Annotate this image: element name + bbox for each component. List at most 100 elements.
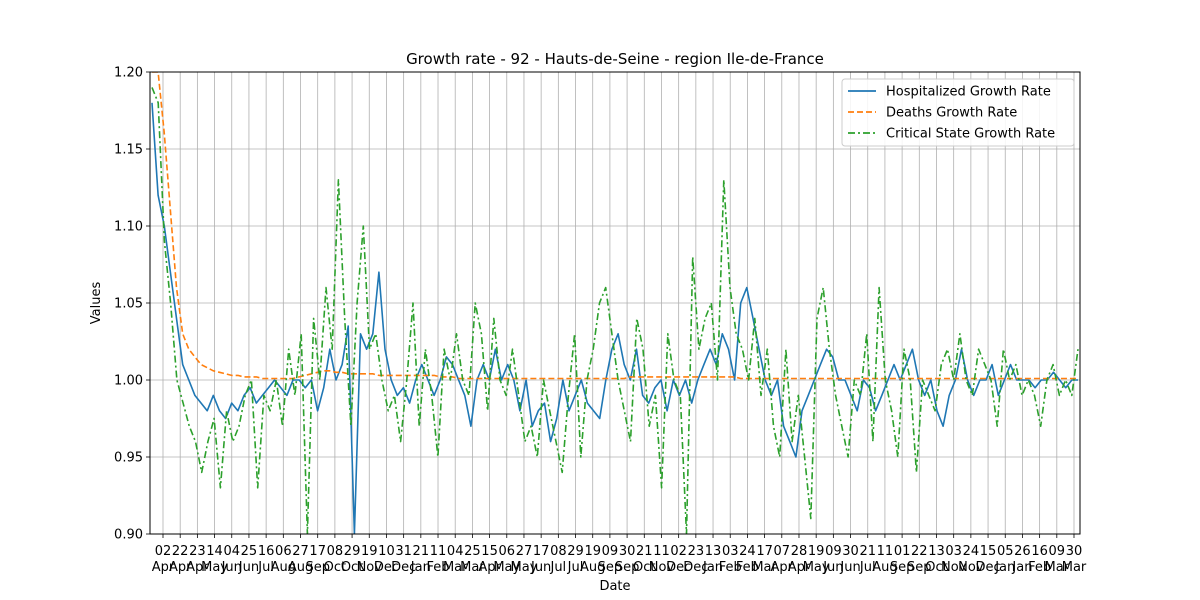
x-tick-label-month: Nov (649, 560, 675, 575)
x-tick-label-day: 17 (533, 544, 550, 559)
x-tick-label-day: 14 (206, 544, 223, 559)
x-tick-label-month: May (511, 560, 538, 575)
x-tick-label-day: 04 (223, 544, 240, 559)
x-tick-label-month: Jun (221, 560, 242, 575)
x-tick-label-day: 08 (327, 544, 344, 559)
x-tick-label-month: Mar (1062, 560, 1087, 575)
x-tick-label-month: Apr (771, 560, 794, 575)
x-tick-label-day: 10 (378, 544, 395, 559)
x-tick-label-month: Jun (839, 560, 860, 575)
x-tick-label-day: 31 (395, 544, 412, 559)
x-tick-label-month: Jul (257, 560, 274, 575)
x-tick-label-day: 01 (894, 544, 911, 559)
x-tick-label-month: Aug (288, 560, 313, 575)
x-tick-label-month: Jun (822, 560, 843, 575)
x-tick-label-month: Sep (907, 560, 932, 575)
x-tick-label-day: 15 (980, 544, 997, 559)
x-tick-label-day: 17 (309, 544, 326, 559)
x-tick-label-month: Sep (305, 560, 330, 575)
x-tick-label-month: Dec (683, 560, 708, 575)
x-axis-title: Date (599, 579, 630, 594)
x-tick-label-day: 03 (945, 544, 962, 559)
x-tick-label-month: Aug (271, 560, 296, 575)
x-tick-label-day: 27 (292, 544, 309, 559)
x-tick-label-day: 23 (189, 544, 206, 559)
x-tick-label-day: 17 (756, 544, 773, 559)
x-tick-label-month: Sep (598, 560, 623, 575)
x-tick-label-day: 19 (808, 544, 825, 559)
y-tick-label: 1.05 (114, 297, 143, 312)
x-tick-label-day: 06 (275, 544, 292, 559)
x-tick-label-month: Jan (1011, 560, 1032, 575)
x-tick-label-month: Jul (549, 560, 566, 575)
x-tick-label-month: Aug (580, 560, 605, 575)
legend-label: Critical State Growth Rate (886, 127, 1055, 142)
x-tick-label-day: 15 (481, 544, 498, 559)
x-tick-label-day: 25 (464, 544, 481, 559)
x-tick-label-month: Jun (238, 560, 259, 575)
x-tick-label-month: May (201, 560, 228, 575)
x-tick-label-day: 19 (361, 544, 378, 559)
x-tick-label-month: May (803, 560, 830, 575)
x-tick-label-month: Dec (374, 560, 399, 575)
x-tick-label-day: 08 (550, 544, 567, 559)
x-tick-label-month: Nov (941, 560, 967, 575)
x-tick-label-day: 24 (739, 544, 756, 559)
x-tick-label-month: Jan (702, 560, 723, 575)
x-tick-label-day: 11 (430, 544, 447, 559)
y-axis-title: Values (89, 282, 104, 325)
x-tick-label-day: 16 (258, 544, 275, 559)
axis-layer: 0.900.951.001.051.101.151.2002Apr22Apr23… (114, 66, 1087, 576)
x-tick-label-month: Feb (427, 560, 450, 575)
x-tick-label-day: 22 (911, 544, 928, 559)
x-tick-label-month: Mar (1045, 560, 1070, 575)
x-tick-label-day: 29 (344, 544, 361, 559)
x-tick-label-day: 27 (516, 544, 533, 559)
x-tick-label-day: 16 (1031, 544, 1048, 559)
x-tick-label-month: Apr (478, 560, 501, 575)
x-tick-label-day: 13 (705, 544, 722, 559)
series-line-2 (152, 72, 1078, 380)
x-tick-label-day: 30 (619, 544, 636, 559)
x-tick-label-day: 21 (636, 544, 653, 559)
x-tick-label-month: Apr (152, 560, 175, 575)
y-tick-label: 1.15 (114, 143, 143, 158)
x-tick-label-day: 23 (688, 544, 705, 559)
x-tick-label-month: Jul (859, 560, 876, 575)
y-tick-label: 0.90 (114, 528, 143, 543)
x-tick-label-month: Apr (186, 560, 209, 575)
series-layer (151, 72, 1079, 534)
x-tick-label-day: 07 (774, 544, 791, 559)
x-tick-label-day: 21 (413, 544, 430, 559)
x-tick-label-month: Dec (391, 560, 416, 575)
x-tick-label-day: 03 (722, 544, 739, 559)
x-tick-label-month: Dec (975, 560, 1000, 575)
grid-layer (150, 71, 1080, 535)
x-tick-label-month: May (493, 560, 520, 575)
x-tick-label-day: 06 (499, 544, 516, 559)
x-tick-label-day: 04 (447, 544, 464, 559)
x-tick-label-month: Feb (719, 560, 742, 575)
x-tick-label-day: 13 (928, 544, 945, 559)
x-tick-label-month: Jan (410, 560, 431, 575)
x-tick-label-month: Mar (460, 560, 485, 575)
x-tick-label-day: 09 (602, 544, 619, 559)
y-tick-label: 1.20 (114, 66, 143, 81)
x-tick-label-month: Dec (666, 560, 691, 575)
x-tick-label-day: 02 (155, 544, 172, 559)
legend: Hospitalized Growth Rate Deaths Growth Ra… (841, 78, 1075, 147)
x-tick-label-day: 26 (1014, 544, 1031, 559)
x-tick-label-month: Jun (530, 560, 551, 575)
x-tick-label-month: Aug (872, 560, 897, 575)
y-tick-label: 1.10 (114, 220, 143, 235)
x-tick-label-day: 29 (567, 544, 584, 559)
x-tick-label-month: Apr (169, 560, 192, 575)
x-tick-label-day: 02 (670, 544, 687, 559)
x-tick-label-day: 24 (963, 544, 980, 559)
series-line-3 (151, 87, 1079, 534)
x-tick-label-month: Jul (567, 560, 584, 575)
y-tick-label: 1.00 (114, 374, 143, 389)
x-tick-label-month: Oct (925, 560, 947, 575)
